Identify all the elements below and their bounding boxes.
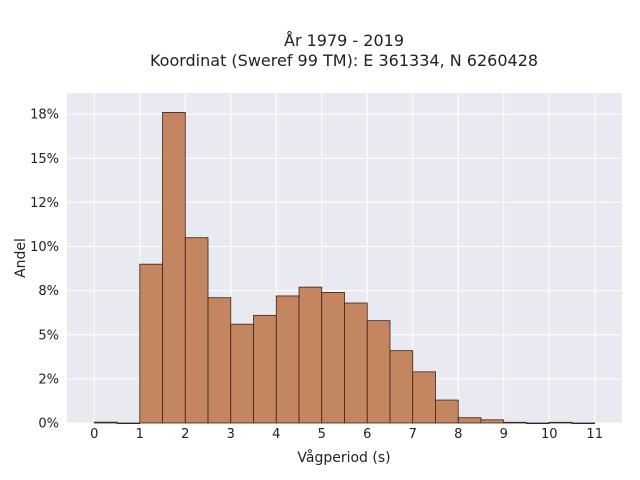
x-tick-labels: 0 1 2 3 4 5 6 7 8 9 10 11: [90, 427, 603, 442]
x-tick-label: 2: [181, 427, 189, 442]
y-tick-label: 15%: [30, 152, 59, 167]
x-tick-label: 4: [272, 427, 280, 442]
x-tick-label: 8: [454, 427, 462, 442]
y-tick-label: 5%: [38, 328, 59, 343]
histogram-bar: [184, 237, 209, 424]
histogram-bar: [389, 350, 414, 424]
x-axis-title: Vågperiod (s): [297, 449, 390, 466]
histogram-bar: [503, 421, 527, 424]
x-tick-label: 1: [136, 427, 144, 442]
y-tick-labels: 0% 2% 5% 8% 10% 12% 15% 18%: [30, 108, 59, 432]
histogram-bar: [162, 112, 186, 424]
x-tick-label: 0: [90, 427, 98, 442]
histogram-bar: [344, 302, 368, 424]
histogram-bar: [139, 263, 163, 424]
x-tick-label: 6: [363, 427, 371, 442]
histogram-bar: [412, 371, 436, 424]
chart-title-line-2: Koordinat (Sweref 99 TM): E 361334, N 62…: [150, 51, 538, 70]
histogram-bar: [253, 314, 277, 424]
x-tick-label: 10: [541, 427, 558, 442]
x-tick-label: 9: [500, 427, 508, 442]
histogram-bar: [298, 286, 323, 424]
y-tick-label: 10%: [30, 240, 59, 255]
chart-title-line-1: År 1979 - 2019: [284, 31, 404, 50]
histogram-bar: [366, 320, 391, 424]
histogram-bar: [93, 421, 118, 424]
histogram-bar: [526, 422, 550, 425]
bars: [93, 112, 596, 425]
y-tick-label: 0%: [38, 417, 59, 432]
histogram-bar: [548, 421, 573, 424]
histogram-bar: [321, 292, 345, 424]
histogram-bar: [435, 399, 459, 424]
histogram-bar: [480, 419, 505, 424]
histogram-bar: [571, 422, 596, 425]
histogram-bar: [116, 422, 141, 425]
x-tick-label: 5: [318, 427, 326, 442]
histogram-bar: [207, 297, 232, 424]
x-tick-label: 11: [586, 427, 603, 442]
y-tick-label: 18%: [30, 108, 59, 123]
histogram-bar: [230, 323, 254, 424]
y-tick-label: 8%: [38, 284, 59, 299]
y-tick-label: 12%: [30, 196, 59, 211]
histogram-bar: [457, 417, 482, 424]
x-tick-label: 3: [227, 427, 235, 442]
y-axis-title: Andel: [13, 238, 29, 278]
histogram-bar: [275, 295, 300, 424]
x-tick-label: 7: [409, 427, 417, 442]
y-tick-label: 2%: [38, 372, 59, 387]
